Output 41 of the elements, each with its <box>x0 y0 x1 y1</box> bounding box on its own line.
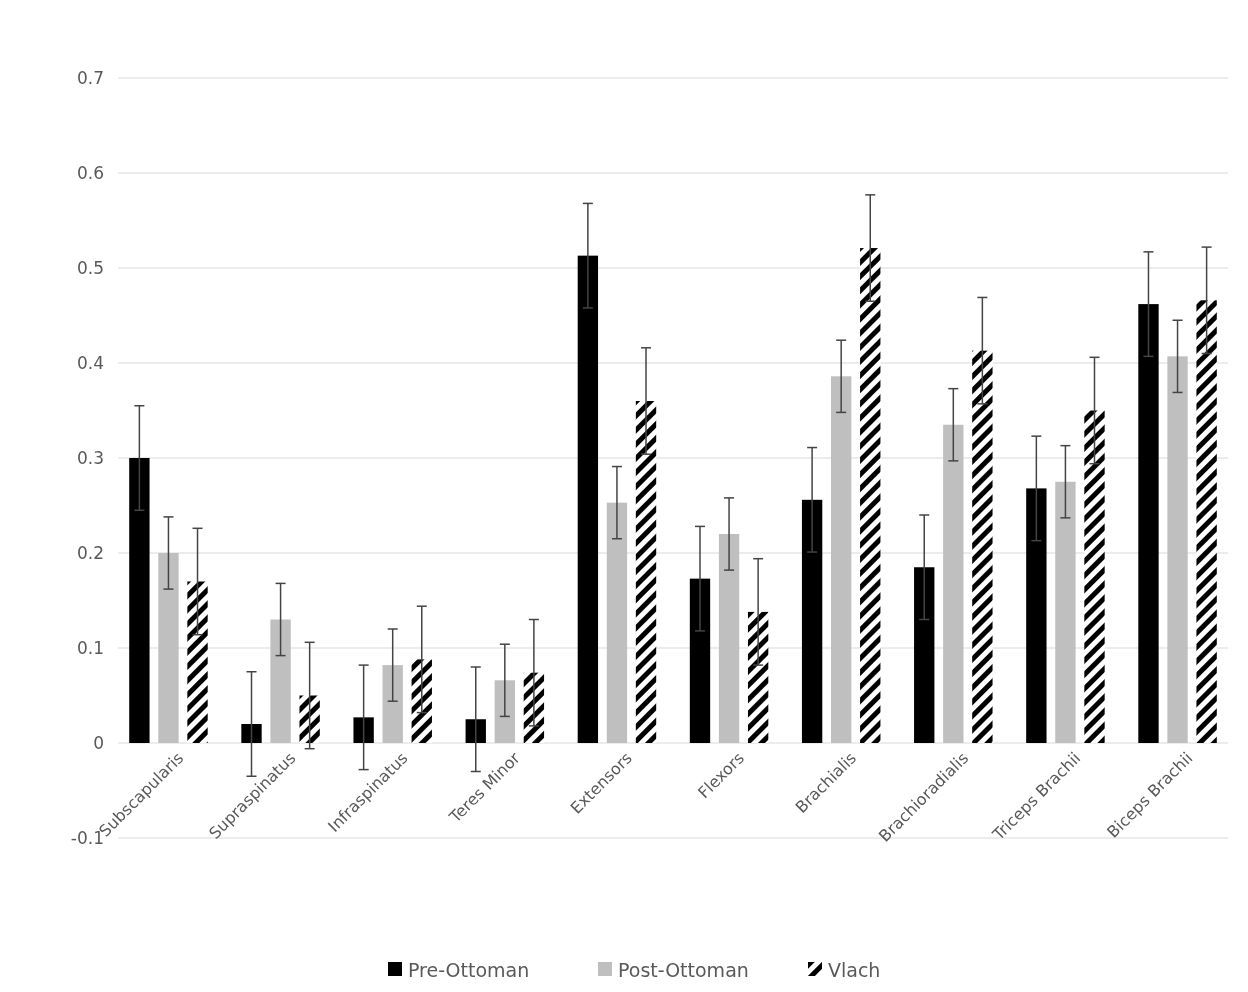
bar <box>187 581 208 743</box>
bar <box>943 424 964 743</box>
bar <box>1196 300 1217 743</box>
legend-label: Pre-Ottoman <box>408 958 530 981</box>
y-tick-label: 0.4 <box>76 352 104 373</box>
bar <box>914 567 935 743</box>
bar <box>606 502 628 743</box>
y-tick-label: 0.5 <box>76 257 104 278</box>
bar <box>270 619 291 743</box>
bar <box>1055 481 1076 743</box>
y-tick-label: 0.6 <box>76 162 104 183</box>
bar <box>1084 410 1105 743</box>
bar <box>689 578 711 743</box>
bar <box>353 717 374 743</box>
bar <box>299 695 320 743</box>
legend-label: Post-Ottoman <box>618 958 749 981</box>
bar <box>577 255 599 743</box>
legend-label: Vlach <box>828 958 881 981</box>
bar <box>411 659 432 743</box>
bar <box>494 680 515 743</box>
bar <box>158 553 179 743</box>
y-tick-label: 0.1 <box>76 637 104 658</box>
bar <box>1138 304 1159 743</box>
bar <box>382 665 403 743</box>
y-tick-label: 0.2 <box>76 542 104 563</box>
bar <box>831 376 852 743</box>
bar <box>241 724 262 743</box>
bar <box>523 672 545 743</box>
bar <box>747 611 769 743</box>
bar <box>635 401 657 743</box>
bar <box>1026 488 1047 743</box>
bar <box>860 248 881 743</box>
y-tick-label: 0.3 <box>76 447 104 468</box>
y-tick-label: 0.7 <box>76 67 104 88</box>
bar <box>1167 356 1188 743</box>
bar <box>129 458 150 743</box>
bar <box>465 719 486 743</box>
bar <box>972 350 993 743</box>
y-tick-label: 0 <box>93 732 104 753</box>
bar <box>801 499 823 743</box>
bar <box>718 534 740 743</box>
